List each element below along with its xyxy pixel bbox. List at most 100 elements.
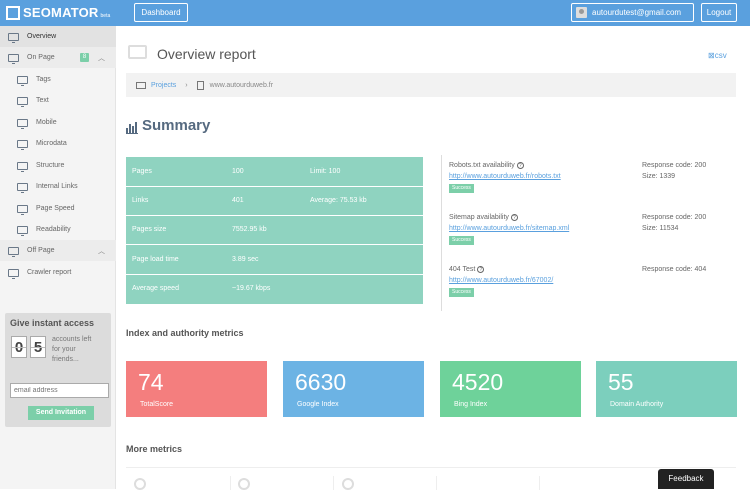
sidebar-item-structure[interactable]: Structure xyxy=(0,155,116,176)
stat-row-load-time: Page load time 3.89 sec xyxy=(126,245,423,275)
sidebar-item-crawler-report[interactable]: Crawler report xyxy=(0,262,116,283)
stat-value: 401 xyxy=(232,197,244,204)
help-icon[interactable]: ? xyxy=(516,162,524,169)
check-robots: Robots.txt availability? http://www.auto… xyxy=(441,155,736,207)
divider xyxy=(436,476,437,490)
sidebar-item-internal-links[interactable]: Internal Links xyxy=(0,176,116,197)
sidebar-item-text[interactable]: Text xyxy=(0,90,116,111)
stat-extra: Limit: 100 xyxy=(310,168,341,175)
metric-circle-icon xyxy=(134,478,146,490)
check-url-link[interactable]: http://www.autourduweb.fr/67002/ xyxy=(449,277,554,284)
stat-label: Average speed xyxy=(132,285,179,292)
status-badge: Success xyxy=(449,288,474,297)
monitor-icon xyxy=(8,268,19,279)
metric-label: Bing Index xyxy=(454,401,488,408)
summary-heading: Summary xyxy=(126,117,210,134)
more-metrics-title: More metrics xyxy=(126,444,183,454)
sidebar-group-on-page[interactable]: On Page 8 ︿ xyxy=(0,47,116,68)
metric-value: 6630 xyxy=(295,369,347,395)
logo[interactable]: SEOMATOR beta xyxy=(6,5,110,20)
dashboard-button[interactable]: Dashboard xyxy=(134,3,188,22)
metric-circle-icon xyxy=(238,478,250,490)
metric-label: Google Index xyxy=(297,401,339,408)
response-code: Response code: 200 xyxy=(642,214,707,221)
csv-label: csv xyxy=(714,51,727,60)
monitor-icon xyxy=(17,75,28,86)
status-badge: Success xyxy=(449,236,474,245)
sidebar-item-microdata[interactable]: Microdata xyxy=(0,133,116,154)
breadcrumb: Projects › www.autourduweb.fr xyxy=(126,73,736,97)
breadcrumb-projects-link[interactable]: Projects xyxy=(151,81,177,89)
sidebar-item-tags[interactable]: Tags xyxy=(0,69,116,90)
sidebar-group-off-page[interactable]: Off Page ︿ xyxy=(0,240,116,261)
index-section-title: Index and authority metrics xyxy=(126,328,244,338)
help-icon[interactable]: ? xyxy=(477,266,485,273)
invite-email-input[interactable] xyxy=(10,383,109,398)
user-email: autourdutest@gmail.com xyxy=(592,8,682,17)
metric-value: 74 xyxy=(138,369,164,395)
bar-chart-icon xyxy=(126,122,138,134)
invite-promo-box: Give instant access 0 5 accounts left fo… xyxy=(5,313,111,427)
user-account-button[interactable]: autourdutest@gmail.com xyxy=(571,3,694,22)
check-url-link[interactable]: http://www.autourduweb.fr/robots.txt xyxy=(449,173,561,180)
monitor-icon xyxy=(17,182,28,193)
divider xyxy=(539,476,540,490)
chevron-up-icon[interactable]: ︿ xyxy=(98,54,105,62)
metric-value: 55 xyxy=(608,369,634,395)
sidebar-item-label: Tags xyxy=(36,76,51,83)
top-bar: SEOMATOR beta Dashboard autourdutest@gma… xyxy=(0,0,750,26)
stat-label: Pages size xyxy=(132,226,167,233)
stat-label: Page load time xyxy=(132,256,179,263)
feedback-button[interactable]: Feedback xyxy=(658,469,714,489)
document-icon xyxy=(196,80,204,90)
send-invitation-button[interactable]: Send Invitation xyxy=(28,406,94,420)
report-icon xyxy=(128,45,147,59)
chevron-up-icon[interactable]: ︿ xyxy=(98,247,105,255)
stat-value: 100 xyxy=(232,168,244,175)
divider xyxy=(333,476,334,490)
metric-circle-icon xyxy=(342,478,354,490)
response-code: Response code: 200 xyxy=(642,162,707,169)
breadcrumb-site: www.autourduweb.fr xyxy=(209,81,274,89)
sidebar-item-readability[interactable]: Readability xyxy=(0,219,116,240)
metric-tile-domain-authority: 55 Domain Authority xyxy=(596,361,737,417)
metric-label: TotalScore xyxy=(140,401,174,408)
sidebar-item-page-speed[interactable]: Page Speed xyxy=(0,198,116,219)
csv-export-link[interactable]: ⊠csv xyxy=(708,51,727,60)
check-404: 404 Test? http://www.autourduweb.fr/6700… xyxy=(441,259,736,311)
monitor-icon xyxy=(17,118,28,129)
stat-row-pages: Pages 100 Limit: 100 xyxy=(126,157,423,187)
user-avatar-icon xyxy=(576,7,587,18)
sidebar-item-label: Internal Links xyxy=(36,183,78,190)
monitor-icon xyxy=(8,32,19,43)
check-url-link[interactable]: http://www.autourduweb.fr/sitemap.xml xyxy=(449,225,570,232)
metric-value: 4520 xyxy=(452,369,504,395)
stat-row-links: Links 401 Average: 75.53 kb xyxy=(126,186,423,216)
sidebar-item-label: Off Page xyxy=(27,247,55,254)
stat-value: 7552.95 kb xyxy=(232,226,267,233)
link-icon xyxy=(8,246,19,257)
summary-title: Summary xyxy=(142,117,211,134)
monitor-icon xyxy=(17,204,28,215)
check-sitemap: Sitemap availability? http://www.autourd… xyxy=(441,207,736,259)
stat-label: Pages xyxy=(132,168,152,175)
sidebar-item-overview[interactable]: Overview xyxy=(0,26,116,47)
summary-stats-panel: Pages 100 Limit: 100 Links 401 Average: … xyxy=(126,157,423,304)
on-page-badge: 8 xyxy=(80,53,89,62)
sidebar-item-mobile[interactable]: Mobile xyxy=(0,112,116,133)
stat-extra: Average: 75.53 kb xyxy=(310,197,367,204)
metric-label: Domain Authority xyxy=(610,401,664,408)
sidebar-item-label: Text xyxy=(36,97,49,104)
check-name: Robots.txt availability? xyxy=(449,162,524,169)
metric-tile-google-index: 6630 Google Index xyxy=(283,361,424,417)
stat-row-average-speed: Average speed ~19.67 kbps xyxy=(126,274,423,304)
sidebar-item-label: Structure xyxy=(36,162,65,169)
logout-button[interactable]: Logout xyxy=(701,3,737,22)
file-size: Size: 1339 xyxy=(642,173,676,180)
breadcrumb-separator: › xyxy=(185,81,188,89)
help-icon[interactable]: ? xyxy=(510,214,518,221)
page-title: Overview report xyxy=(157,46,256,62)
monitor-icon xyxy=(17,225,28,236)
sidebar-item-label: Page Speed xyxy=(36,205,75,212)
file-size: Size: 11534 xyxy=(642,225,679,232)
